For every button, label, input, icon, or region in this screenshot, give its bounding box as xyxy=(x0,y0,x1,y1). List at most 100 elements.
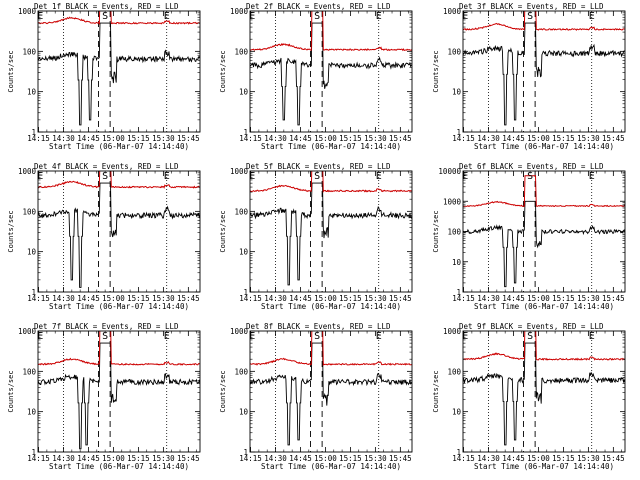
plot-frame xyxy=(462,330,626,453)
x-tick-label: 15:45 xyxy=(602,454,625,463)
events-series-line xyxy=(463,342,625,446)
marker-e-label: E xyxy=(37,11,43,22)
x-axis-label: Start Time (06-Mar-07 14:14:40) xyxy=(49,142,189,151)
x-tick-label: 15:30 xyxy=(364,134,387,143)
x-tick-label: 14:45 xyxy=(289,454,312,463)
y-tick-label: 100 xyxy=(234,47,248,56)
panel-title: Det 5f BLACK = Events, RED = LLD xyxy=(246,162,391,171)
y-axis-label: Counts/sec xyxy=(7,370,15,412)
plot-frame xyxy=(37,330,201,453)
events-series-line xyxy=(250,182,412,286)
x-tick-label: 15:30 xyxy=(152,134,175,143)
y-axis-label: Counts/sec xyxy=(7,50,15,92)
events-series-line xyxy=(38,342,200,450)
events-series-line xyxy=(463,22,625,126)
x-tick-label: 14:45 xyxy=(289,294,312,303)
plot-frame xyxy=(462,10,626,133)
x-tick-label: 15:00 xyxy=(102,454,125,463)
x-tick-label: 15:00 xyxy=(527,294,550,303)
y-tick-label: 1 xyxy=(243,288,248,297)
events-series-line xyxy=(38,182,200,288)
y-axis-label: Counts/sec xyxy=(432,210,440,252)
marker-s-label: S xyxy=(314,11,320,22)
x-tick-label: 14:15 xyxy=(27,294,50,303)
x-tick-label: 14:45 xyxy=(289,134,312,143)
marker-s-label: S xyxy=(527,331,533,342)
marker-e-label: E xyxy=(249,11,255,22)
lld-series-line xyxy=(38,331,200,366)
x-tick-label: 14:30 xyxy=(52,294,75,303)
plot-frame xyxy=(37,10,201,133)
marker-e-label: E xyxy=(462,11,468,22)
lld-series-line xyxy=(463,175,625,208)
panel-title: Det 2f BLACK = Events, RED = LLD xyxy=(246,2,391,11)
x-tick-label: 15:15 xyxy=(339,294,362,303)
y-tick-label: 10000 xyxy=(438,167,461,176)
x-tick-label: 15:15 xyxy=(552,454,575,463)
x-axis-label: Start Time (06-Mar-07 14:14:40) xyxy=(49,462,189,471)
y-tick-label: 10 xyxy=(452,408,462,417)
marker-e-label: E xyxy=(589,11,595,22)
y-axis-label: Counts/sec xyxy=(7,210,15,252)
marker-e-label: E xyxy=(249,331,255,342)
x-axis-label: Start Time (06-Mar-07 14:14:40) xyxy=(474,462,614,471)
marker-e-label: E xyxy=(37,171,43,182)
panel-title: Det 4f BLACK = Events, RED = LLD xyxy=(34,162,179,171)
x-tick-label: 14:15 xyxy=(239,294,262,303)
x-tick-label: 14:15 xyxy=(452,134,475,143)
x-tick-label: 14:30 xyxy=(52,454,75,463)
lld-series-line xyxy=(250,171,412,194)
x-tick-label: 14:45 xyxy=(502,294,525,303)
panel-title: Det 8f BLACK = Events, RED = LLD xyxy=(246,322,391,331)
y-tick-label: 100 xyxy=(447,367,461,376)
marker-e-label: E xyxy=(249,171,255,182)
lld-series-line xyxy=(38,11,200,26)
lld-series-line xyxy=(250,11,412,52)
marker-s-label: S xyxy=(314,331,320,342)
y-axis-label: Counts/sec xyxy=(219,370,227,412)
x-tick-label: 14:15 xyxy=(452,454,475,463)
y-tick-label: 1000 xyxy=(230,167,249,176)
x-tick-label: 15:00 xyxy=(314,294,337,303)
x-tick-label: 15:15 xyxy=(339,134,362,143)
marker-e-label: E xyxy=(37,331,43,342)
y-tick-label: 1 xyxy=(456,448,461,457)
x-tick-label: 15:00 xyxy=(527,454,550,463)
x-axis-label: Start Time (06-Mar-07 14:14:40) xyxy=(261,462,401,471)
y-tick-label: 10 xyxy=(27,248,37,257)
x-tick-label: 15:15 xyxy=(552,134,575,143)
x-tick-label: 15:15 xyxy=(127,134,150,143)
marker-e-label: E xyxy=(164,171,170,182)
y-tick-label: 100 xyxy=(22,47,36,56)
x-tick-label: 15:30 xyxy=(577,134,600,143)
events-series-line xyxy=(250,342,412,446)
events-series-line xyxy=(38,22,200,126)
marker-s-label: S xyxy=(102,11,108,22)
marker-e-label: E xyxy=(462,171,468,182)
marker-e-label: E xyxy=(589,171,595,182)
y-axis-label: Counts/sec xyxy=(219,50,227,92)
plot-frame xyxy=(37,170,201,293)
y-axis-label: Counts/sec xyxy=(432,370,440,412)
x-tick-label: 14:30 xyxy=(264,134,287,143)
y-tick-label: 1 xyxy=(243,128,248,137)
x-tick-label: 15:30 xyxy=(577,294,600,303)
lld-series-line xyxy=(463,11,625,31)
x-tick-label: 15:00 xyxy=(314,454,337,463)
y-tick-label: 100 xyxy=(22,207,36,216)
lld-series-line xyxy=(463,331,625,361)
x-tick-label: 15:15 xyxy=(127,454,150,463)
x-tick-label: 15:30 xyxy=(577,454,600,463)
y-axis-label: Counts/sec xyxy=(219,210,227,252)
y-tick-label: 10 xyxy=(239,248,249,257)
x-tick-label: 15:15 xyxy=(339,454,362,463)
x-tick-label: 15:45 xyxy=(389,294,412,303)
